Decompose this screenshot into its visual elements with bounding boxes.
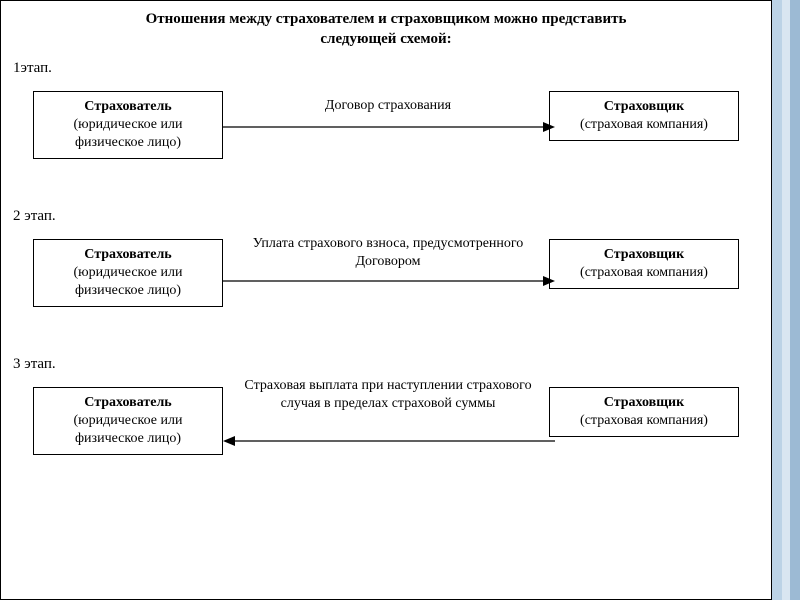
arrow-label: Страховая выплата при наступлении страхо… [233, 377, 543, 413]
insured-title: Страхователь [42, 98, 214, 116]
diagram-panel: Отношения между страхователем и страховщ… [0, 0, 772, 600]
diagram-title: Отношения между страхователем и страховщ… [13, 9, 759, 50]
title-line-2: следующей схемой: [320, 31, 451, 47]
insurer-sub: (страховая компания) [558, 412, 730, 430]
stage-label: 3 этап. [13, 356, 759, 373]
insurer-title: Страховщик [558, 98, 730, 116]
arrow-right-icon [223, 117, 555, 137]
decorative-stripe [772, 0, 800, 600]
stage-3: Страхователь(юридическое или физическое … [13, 381, 759, 476]
insurer-box: Страховщик(страховая компания) [549, 91, 739, 141]
insured-box: Страхователь(юридическое или физическое … [33, 239, 223, 308]
stage-1: Страхователь(юридическое или физическое … [13, 85, 759, 180]
insurer-box: Страховщик(страховая компания) [549, 387, 739, 437]
insured-title: Страхователь [42, 246, 214, 264]
stripe-segment [782, 0, 790, 600]
stage-label: 2 этап. [13, 208, 759, 225]
stage-label: 1этап. [13, 60, 759, 77]
insurer-title: Страховщик [558, 246, 730, 264]
stage-2: Страхователь(юридическое или физическое … [13, 233, 759, 328]
stripe-segment [772, 0, 782, 600]
stripe-segment [790, 0, 800, 600]
insured-sub: (юридическое или физическое лицо) [42, 412, 214, 448]
insured-box: Страхователь(юридическое или физическое … [33, 387, 223, 456]
insured-box: Страхователь(юридическое или физическое … [33, 91, 223, 160]
stages-container: 1этап.Страхователь(юридическое или физич… [13, 60, 759, 476]
insured-sub: (юридическое или физическое лицо) [42, 264, 214, 300]
insurer-sub: (страховая компания) [558, 264, 730, 282]
insured-title: Страхователь [42, 394, 214, 412]
insurer-title: Страховщик [558, 394, 730, 412]
insurer-box: Страховщик(страховая компания) [549, 239, 739, 289]
arrow-label: Договор страхования [233, 97, 543, 115]
insurer-sub: (страховая компания) [558, 116, 730, 134]
insured-sub: (юридическое или физическое лицо) [42, 116, 214, 152]
arrow-right-icon [223, 271, 555, 291]
arrow-left-icon [223, 431, 555, 451]
arrow-label: Уплата страхового взноса, предусмотренно… [233, 235, 543, 271]
title-line-1: Отношения между страхователем и страховщ… [146, 11, 627, 27]
